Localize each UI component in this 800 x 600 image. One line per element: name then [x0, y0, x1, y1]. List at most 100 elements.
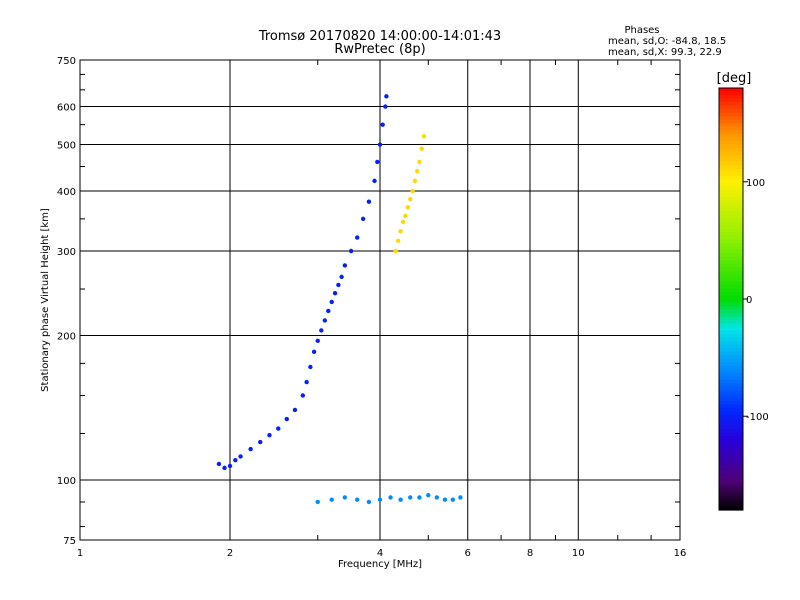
y-tick-label: 100 — [57, 476, 76, 487]
colorbar-segment — [719, 140, 743, 145]
plot-area: 1 2 4 6 8 10 16 75 100 200 300 400 500 600 750 — [57, 56, 686, 559]
data-point — [388, 495, 393, 500]
colorbar-segment — [719, 418, 743, 423]
colorbar-segment — [719, 281, 743, 286]
data-point — [450, 497, 456, 502]
colorbar: 100 0 -100 — [718, 87, 769, 511]
x-tick-label: 4 — [377, 548, 383, 559]
colorbar-segment — [719, 253, 743, 258]
data-point — [366, 199, 372, 204]
colorbar-segment — [719, 485, 743, 490]
data-point — [258, 439, 263, 445]
colorbar-segment — [719, 246, 743, 251]
colorbar-segment — [719, 175, 743, 181]
data-point — [329, 299, 334, 305]
chart-subtitle: RwPretec (8p) — [334, 42, 425, 57]
data-point — [322, 318, 328, 323]
data-point — [398, 228, 403, 234]
colorbar-segment — [719, 492, 743, 497]
colorbar-segment — [719, 397, 743, 402]
data-point — [372, 178, 377, 184]
colorbar-segment — [719, 95, 743, 100]
data-point — [326, 308, 331, 314]
data-point — [354, 497, 360, 502]
data-point — [417, 159, 422, 165]
x-tick-label: 10 — [572, 548, 585, 559]
colorbar-segment — [719, 386, 743, 392]
data-point — [442, 497, 448, 502]
x-tick-label: 2 — [227, 548, 233, 559]
colorbar-segment — [719, 133, 743, 138]
data-point — [405, 205, 411, 210]
x-tick-label: 16 — [674, 548, 687, 559]
colorbar-segment — [719, 295, 743, 300]
colorbar-segment — [719, 415, 743, 420]
data-point — [434, 495, 439, 500]
data-point — [336, 282, 341, 288]
colorbar-segment — [719, 274, 743, 279]
data-point — [384, 94, 389, 99]
colorbar-segment — [719, 495, 743, 501]
data-point — [419, 146, 424, 151]
data-point — [284, 416, 289, 422]
colorbar-segment — [719, 232, 743, 237]
colorbar-segment — [719, 228, 743, 233]
colorbar-segment — [719, 242, 743, 247]
colorbar-segment — [719, 291, 743, 297]
colorbar-segment — [719, 337, 743, 342]
data-point — [267, 432, 272, 438]
colorbar-segment — [719, 411, 743, 416]
y-tick-label: 400 — [57, 187, 76, 198]
colorbar-segment — [719, 211, 743, 216]
chart-title: Tromsø 20170820 14:00:00-14:01:43 — [258, 29, 501, 44]
data-point — [380, 122, 385, 127]
colorbar-segment — [719, 351, 743, 356]
y-tick-label: 600 — [57, 103, 76, 114]
colorbar-segment — [719, 369, 743, 374]
colorbar-segment — [719, 197, 743, 202]
data-point — [276, 426, 281, 431]
data-point — [233, 457, 238, 463]
colorbar-segment — [719, 393, 743, 399]
data-point — [458, 495, 463, 500]
colorbar-segment — [719, 144, 743, 149]
colorbar-segment — [719, 432, 743, 437]
phases-o-mode: mean, sd,O: -84.8, 18.5 — [608, 36, 726, 47]
colorbar-segment — [719, 478, 743, 483]
data-point — [354, 235, 360, 240]
colorbar-segment — [719, 358, 743, 363]
data-point — [375, 159, 380, 165]
colorbar-segment — [719, 429, 743, 434]
colorbar-segment — [719, 362, 743, 367]
colorbar-segment — [719, 165, 743, 170]
colorbar-segment — [719, 390, 743, 395]
colorbar-segment — [719, 130, 743, 135]
colorbar-segment — [719, 316, 743, 321]
colorbar-segment — [719, 116, 743, 121]
data-point — [414, 168, 420, 174]
colorbar-tick-label: 100 — [746, 178, 765, 189]
colorbar-segment — [719, 270, 743, 275]
data-point — [342, 263, 348, 268]
y-axis-label: Stationary phase Virtual Height [km] — [40, 208, 51, 392]
y-tick-label: 500 — [57, 141, 76, 152]
colorbar-segment — [719, 309, 743, 314]
colorbar-segment — [719, 299, 743, 304]
colorbar-segment — [719, 161, 743, 166]
data-point — [304, 379, 309, 385]
data-point — [383, 104, 388, 109]
data-point — [315, 499, 320, 505]
colorbar-segment — [719, 147, 743, 152]
colorbar-segment — [719, 151, 743, 156]
y-tick-label: 75 — [63, 536, 76, 547]
colorbar-segment — [719, 207, 743, 212]
colorbar-segment — [719, 453, 743, 458]
data-point — [308, 364, 313, 370]
data-point — [395, 238, 401, 244]
colorbar-segment — [719, 189, 743, 195]
phases-x-mode: mean, sd,X: 99.3, 22.9 — [608, 47, 722, 58]
colorbar-segment — [719, 348, 743, 353]
colorbar-segment — [719, 154, 743, 159]
colorbar-segment — [719, 193, 743, 198]
colorbar-segment — [719, 436, 743, 441]
